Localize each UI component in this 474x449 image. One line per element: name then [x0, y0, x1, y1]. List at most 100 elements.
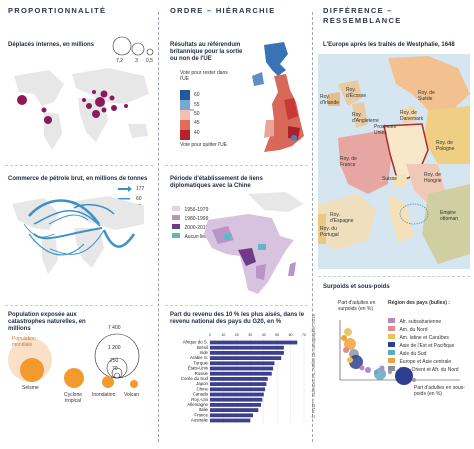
disaster-label: Inondation — [92, 392, 116, 398]
map-label: Roy. de Hongrie — [424, 172, 442, 184]
legend-label: 1980-1999 — [184, 216, 209, 222]
uk-map — [252, 42, 304, 152]
legend-swatch — [388, 318, 395, 323]
legend-label: Afr. subsaharienne — [399, 319, 442, 325]
bar-category-label: Japon — [196, 381, 209, 386]
legend-label: 2000-2018 — [184, 225, 209, 231]
bar — [210, 345, 284, 350]
legend-item: 2000-2018 — [172, 216, 208, 234]
legend-swatch — [388, 350, 395, 355]
axis-tick-label: 0 — [209, 333, 211, 337]
bar — [210, 397, 263, 402]
scale-label: 1 200 — [108, 345, 121, 351]
panel-title: Période d'établissement de liens diploma… — [170, 176, 263, 189]
row-separator — [165, 305, 308, 306]
scale-tick: 40 — [194, 130, 200, 136]
legend-item: Afr. subsaharienne — [388, 310, 441, 328]
bar-category-label: Arabie S. — [190, 355, 208, 360]
column-divider-2 — [312, 12, 314, 442]
bar — [210, 382, 267, 386]
legend-label: 3 — [135, 58, 138, 64]
legend-item: Moy.-Orient et Afr. du Nord — [388, 358, 459, 376]
map-label: Roy. de Suède — [418, 90, 435, 102]
disaster-bubbles — [8, 338, 138, 388]
y-axis-label: Part d'adultes en surpoids (en %) — [338, 300, 376, 312]
bar — [210, 371, 272, 376]
panel-title: Déplacés internes, en millions — [8, 42, 95, 48]
x-axis-label: Part d'adultes en sous-poids (en %) — [414, 385, 465, 397]
column-header-difference: DIFFÉRENCE – RESSEMBLANCE — [323, 6, 402, 25]
panel-title: Résultats au référendum britannique pour… — [170, 42, 243, 62]
g20-bar-chart: 0 10 20 30 40 50 60 70 Afrique du S.BrésilIndeAr… — [181, 333, 306, 424]
legend-swatch — [172, 233, 180, 238]
bar-category-label: Brésil — [197, 345, 208, 350]
legend-label: 1956-1979 — [184, 207, 209, 213]
bar-category-label: Italie — [199, 407, 209, 412]
panel-title: Part du revenu des 10 % les plus aisés, … — [170, 312, 305, 325]
panel-title: L'Europe après les traités de Westphalie… — [323, 42, 455, 48]
column-divider-1 — [158, 12, 160, 442]
legend-item: Aucun lien — [172, 225, 208, 243]
map-label: Roy. de Danemark — [400, 110, 424, 122]
bar-category-label: Turquie — [193, 360, 208, 365]
scale-tick: 55 — [194, 102, 200, 108]
map-label: Roy. de France — [340, 156, 357, 168]
legend-swatch — [388, 334, 395, 339]
axis-tick-label: 40 — [262, 333, 266, 337]
legend-label: 60 — [136, 196, 142, 202]
legend-label: Asie de l'Est et Pacifique — [399, 343, 455, 349]
displaced-legend — [112, 36, 154, 56]
legend-circle-large — [112, 36, 132, 56]
weight-scatter — [339, 320, 460, 385]
disaster-label: Cyclone tropical — [63, 392, 83, 404]
map-label: Roy. d'Écosse — [346, 87, 367, 99]
scale-tick: 45 — [194, 120, 200, 126]
bar — [210, 377, 268, 381]
panel-title: Commerce de pétrole brut, en millions de… — [8, 176, 148, 182]
disaster-scale — [94, 333, 140, 379]
leave-label: Vote pour quitter l'UE — [180, 142, 228, 148]
row-separator — [318, 276, 470, 277]
legend-label: 0,5 — [146, 58, 153, 64]
legend-title: Région des pays (bulles) : — [388, 300, 450, 306]
axis-tick-label: 10 — [221, 333, 225, 337]
legend-label: Am. latine et Caraïbes — [399, 335, 449, 341]
column-header-ordre: ORDRE – HIÉRARCHIE — [170, 6, 276, 15]
legend-swatch — [388, 366, 395, 371]
scale-tick: 60 — [194, 92, 200, 98]
legend-label: 7,2 — [116, 58, 123, 64]
bar-category-label: Afrique du S. — [183, 340, 208, 345]
bar — [210, 408, 259, 412]
legend-label: 177 — [136, 186, 145, 192]
legend-swatch — [172, 224, 180, 229]
displaced-world-map — [14, 68, 149, 150]
legend-swatch — [388, 358, 395, 363]
bar-category-label: France — [194, 412, 208, 417]
bar-category-label: Russie — [195, 371, 209, 376]
legend-circle-small — [146, 48, 154, 56]
legend-label: Asie du Sud — [399, 351, 427, 357]
bar-category-label: Roy.-Uni — [191, 397, 208, 402]
legend-item: 1956-1979 — [172, 198, 208, 216]
europe-1648-map — [318, 54, 470, 269]
volcano-circle — [130, 380, 138, 388]
map-label: Empire ottoman — [440, 210, 459, 222]
legend-swatch — [388, 342, 395, 347]
scale-label: 70 — [112, 366, 118, 372]
map-label: Roy. d'Irlande — [320, 94, 340, 106]
bar — [210, 351, 284, 355]
legend-swatch — [388, 326, 395, 331]
bar-category-label: Canada — [193, 392, 209, 397]
scale-label: 7 400 — [108, 325, 121, 331]
earthquake-circle — [20, 358, 44, 382]
map-label: Suisse — [382, 176, 398, 182]
brexit-color-scale — [180, 90, 194, 140]
bar — [210, 413, 253, 418]
legend-item: 1980-1999 — [172, 207, 208, 225]
legend-label: Moy.-Orient et Afr. du Nord — [399, 367, 459, 373]
legend-item: Am. du Nord — [388, 318, 428, 336]
legend-item: Asie de l'Est et Pacifique — [388, 334, 454, 352]
legend-label: Aucun lien — [184, 234, 208, 240]
scale-label: 250 — [110, 358, 119, 364]
cyclone-circle — [64, 368, 84, 388]
